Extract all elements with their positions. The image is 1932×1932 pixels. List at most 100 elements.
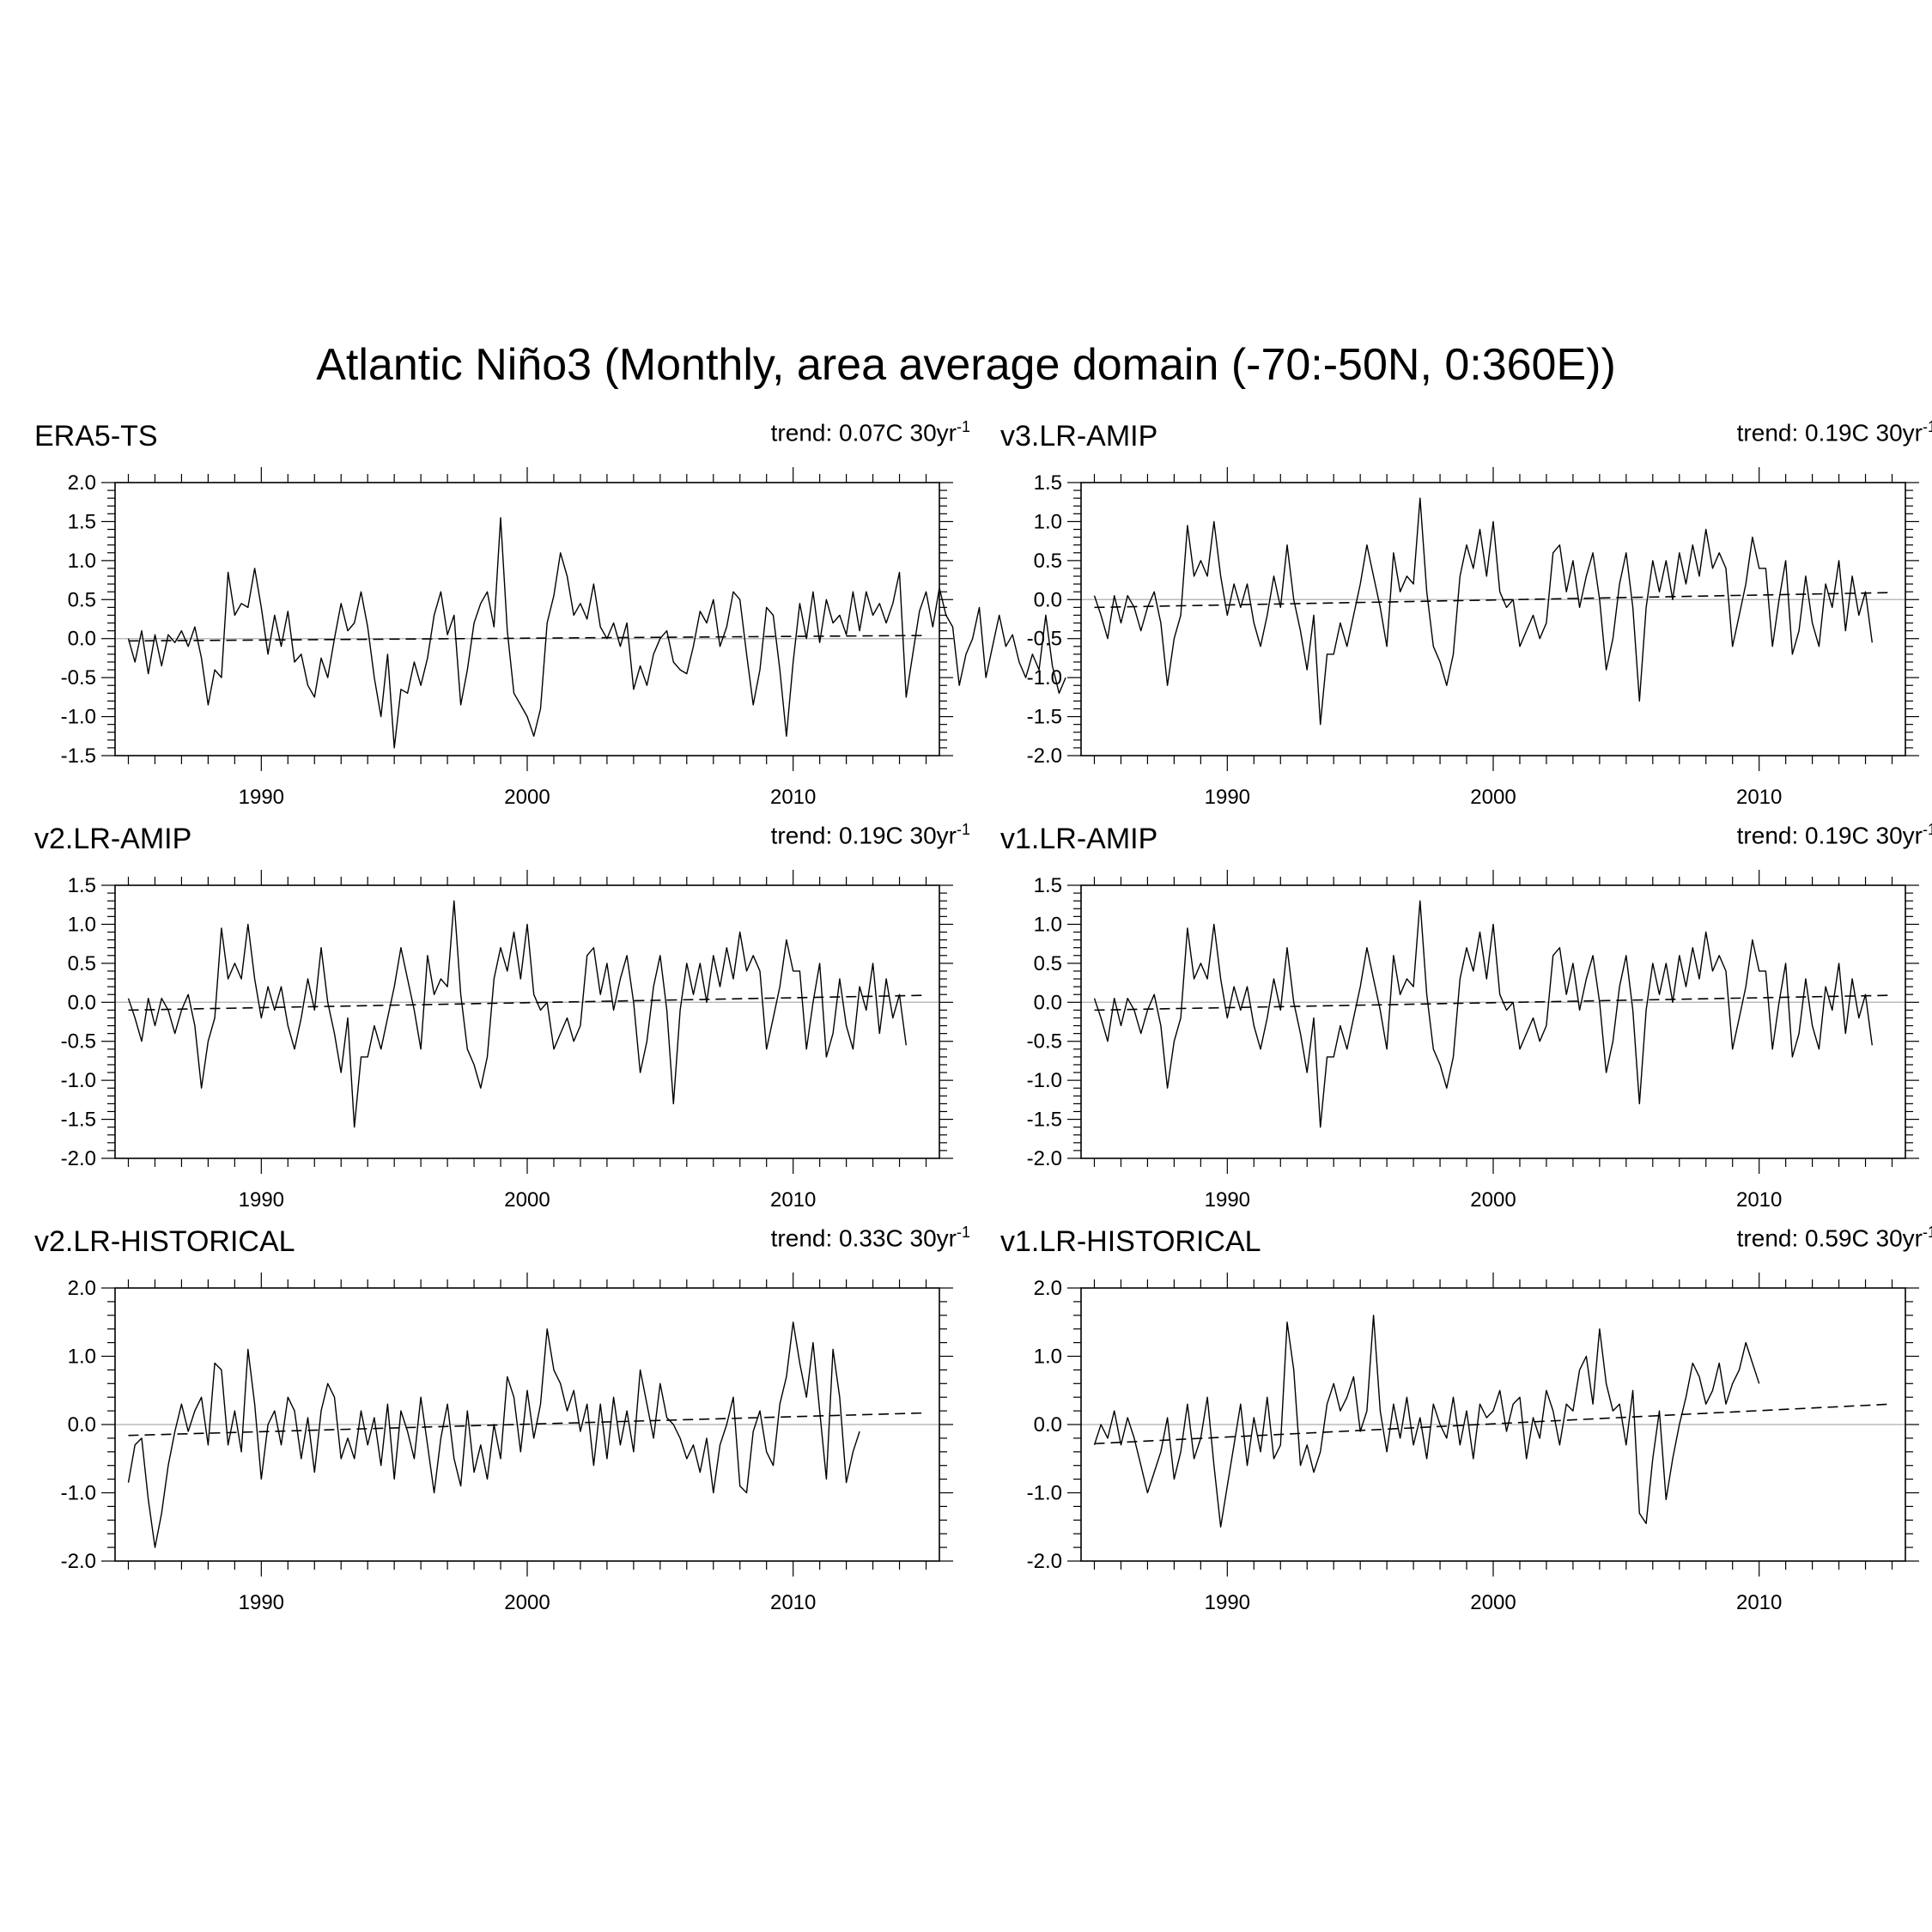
- y-tick-label: 1.5: [68, 510, 96, 533]
- chart-svg: 1990 2000 2010 2.0 1.0 0.0 -1.0 -2.0: [1027, 1273, 1919, 1614]
- y-tick-label: 1.0: [1034, 1346, 1062, 1369]
- y-tick-label: 1.0: [1034, 913, 1062, 936]
- x-tick-label: 1990: [239, 786, 284, 809]
- x-tick-label: 2010: [770, 786, 816, 809]
- plot-frame: [1080, 884, 1906, 1159]
- trend-label: trend: 0.19C 30yr-1: [770, 821, 970, 849]
- x-tick-label: 2010: [770, 1591, 816, 1614]
- trend-line: [128, 994, 927, 1012]
- y-tick-label: -1.0: [1027, 666, 1062, 690]
- x-tick-label: 2000: [1470, 1591, 1516, 1614]
- y-tick-label: -2.0: [1027, 744, 1062, 768]
- x-tick-label: 2010: [1736, 786, 1782, 809]
- y-tick-label: 2.0: [1034, 1277, 1062, 1300]
- chart-panel-era5-ts: ERA5-TS trend: 0.07C 30yr-1 1990 2000 2010…: [26, 418, 1066, 837]
- y-tick-label: -1.0: [1027, 1482, 1062, 1505]
- x-tick-label: 2010: [1736, 1188, 1782, 1212]
- y-tick-label: -0.5: [1027, 628, 1062, 651]
- x-tick-label: 1990: [239, 1188, 284, 1212]
- y-tick-label: -2.0: [1027, 1550, 1062, 1573]
- chart-svg: 1990 2000 2010 2.0 1.0 0.0 -1.0 -2.0: [61, 1273, 953, 1614]
- plot-frame: [114, 884, 940, 1159]
- y-tick-label: 1.5: [1034, 874, 1062, 897]
- y-tick-label: 1.0: [68, 913, 96, 936]
- series-line: [1093, 497, 1873, 726]
- chart-svg: 1990 2000 2010 1.5 1.0 0.5 0.0 -0.5 -1.0 -1.5 -2.0: [61, 870, 953, 1212]
- y-tick-label: 0.0: [68, 628, 96, 651]
- x-tick-label: 1990: [1205, 1188, 1250, 1212]
- trend-label: trend: 0.33C 30yr-1: [770, 1224, 970, 1252]
- panel-title: v3.LR-AMIP: [1000, 420, 1158, 453]
- x-tick-label: 1990: [239, 1591, 284, 1614]
- y-tick-label: -1.0: [1027, 1069, 1062, 1092]
- trend-line: [128, 635, 927, 642]
- plot-frame: [114, 1287, 940, 1562]
- series-line: [1093, 900, 1873, 1128]
- trend-line: [1094, 994, 1893, 1012]
- y-tick-label: 0.5: [68, 588, 96, 611]
- x-tick-label: 2010: [770, 1188, 816, 1212]
- y-tick-label: -1.0: [61, 706, 96, 729]
- trend-label: trend: 0.07C 30yr-1: [770, 418, 970, 447]
- y-tick-label: -1.5: [61, 1109, 96, 1132]
- x-tick-label: 2010: [1736, 1591, 1782, 1614]
- panel-title: v1.LR-HISTORICAL: [1000, 1225, 1261, 1258]
- x-tick-label: 2000: [1470, 1188, 1516, 1212]
- y-tick-label: 0.0: [1034, 1413, 1062, 1437]
- y-tick-label: -1.5: [61, 744, 96, 768]
- y-tick-label: 2.0: [68, 1277, 96, 1300]
- y-tick-label: -2.0: [61, 1147, 96, 1170]
- y-tick-label: 1.0: [68, 550, 96, 573]
- y-tick-label: 1.5: [1034, 471, 1062, 495]
- chart-panel-v2-lr-historical: v2.LR-HISTORICAL trend: 0.33C 30yr-1 199…: [26, 1224, 970, 1643]
- y-tick-label: 0.5: [1034, 550, 1062, 573]
- y-tick-label: 1.0: [1034, 510, 1062, 533]
- series-line: [127, 517, 1066, 749]
- chart-svg: 1990 2000 2010 1.5 1.0 0.5 0.0 -0.5 -1.0 -1.5 -2.0: [1027, 467, 1919, 809]
- y-tick-label: -2.0: [61, 1550, 96, 1573]
- y-tick-label: 2.0: [68, 471, 96, 495]
- chart-panel-v1-lr-historical: v1.LR-HISTORICAL trend: 0.59C 30yr-1 199…: [992, 1224, 1932, 1643]
- series-line: [127, 900, 907, 1128]
- chart-panel-v1-lr-amip: v1.LR-AMIP trend: 0.19C 30yr-1 1990 2000 2…: [992, 821, 1932, 1240]
- y-tick-label: 1.0: [68, 1346, 96, 1369]
- y-tick-label: -0.5: [61, 1030, 96, 1054]
- trend-line: [1094, 592, 1893, 609]
- trend-line: [1094, 1403, 1893, 1445]
- trend-line: [128, 1412, 927, 1437]
- x-tick-label: 1990: [1205, 786, 1250, 809]
- plot-frame: [1080, 1287, 1906, 1562]
- panel-title: v1.LR-AMIP: [1000, 823, 1158, 855]
- chart-panel-v2-lr-amip: v2.LR-AMIP trend: 0.19C 30yr-1 1990 2000 2…: [26, 821, 970, 1240]
- chart-svg: 1990 2000 2010 2.0 1.5 1.0 0.5 0.0 -0.5 -1.0 -1.5: [61, 467, 1066, 809]
- y-tick-label: 0.0: [1034, 991, 1062, 1014]
- series-line: [1093, 1315, 1760, 1528]
- page-title: Atlantic Niño3 (Monthly, area average do…: [316, 340, 1616, 390]
- y-tick-label: -1.0: [61, 1069, 96, 1092]
- y-tick-label: -0.5: [61, 666, 96, 690]
- y-tick-label: 0.0: [68, 991, 96, 1014]
- y-tick-label: 1.5: [68, 874, 96, 897]
- trend-label: trend: 0.59C 30yr-1: [1736, 1224, 1932, 1252]
- panel-title: v2.LR-HISTORICAL: [34, 1225, 295, 1258]
- chart-svg: 1990 2000 2010 1.5 1.0 0.5 0.0 -0.5 -1.0 -1.5 -2.0: [1027, 870, 1919, 1212]
- y-tick-label: 0.0: [1034, 588, 1062, 611]
- y-tick-label: -2.0: [1027, 1147, 1062, 1170]
- x-tick-label: 2000: [504, 786, 550, 809]
- x-tick-label: 2000: [504, 1591, 550, 1614]
- trend-label: trend: 0.19C 30yr-1: [1736, 418, 1932, 447]
- plot-frame: [114, 482, 940, 756]
- trend-label: trend: 0.19C 30yr-1: [1736, 821, 1932, 849]
- y-tick-label: -1.5: [1027, 1109, 1062, 1132]
- y-tick-label: 0.5: [1034, 952, 1062, 975]
- x-tick-label: 1990: [1205, 1591, 1250, 1614]
- y-tick-label: 0.0: [68, 1413, 96, 1437]
- y-tick-label: -0.5: [1027, 1030, 1062, 1054]
- chart-panel-v3-lr-amip: v3.LR-AMIP trend: 0.19C 30yr-1 1990 2000 2…: [992, 418, 1932, 837]
- series-line: [127, 1321, 860, 1548]
- y-tick-label: 0.5: [68, 952, 96, 975]
- x-tick-label: 2000: [1470, 786, 1516, 809]
- x-tick-label: 2000: [504, 1188, 550, 1212]
- panel-title: ERA5-TS: [34, 420, 158, 453]
- panel-title: v2.LR-AMIP: [34, 823, 192, 855]
